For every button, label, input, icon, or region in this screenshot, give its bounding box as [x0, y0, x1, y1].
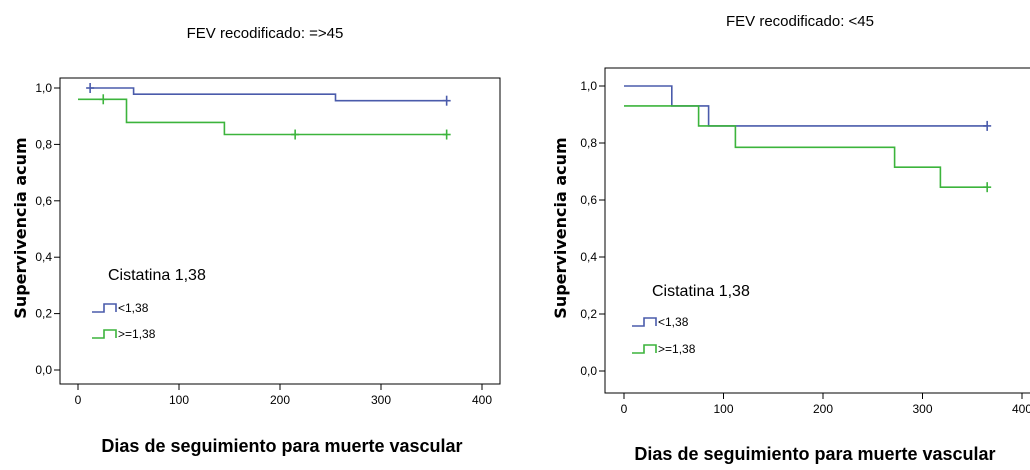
y-axis-label: Supervivencia acum	[551, 137, 570, 318]
y-tick-label: 0,0	[35, 363, 52, 377]
x-tick-label: 100	[169, 393, 189, 407]
x-tick-label: 300	[371, 393, 391, 407]
censor-mark	[442, 95, 451, 106]
censor-mark	[99, 94, 108, 105]
legend-swatch	[632, 344, 657, 354]
survival-line	[78, 98, 447, 136]
chart-panel-left: FEV recodificado: =>45 Supervivencia acu…	[11, 25, 501, 456]
axis-ticks: 0 100 200 300 400 0,0 0,2 0,4 0,6 0,8 1,0	[580, 79, 1030, 416]
legend-title: Cistatina 1,38	[108, 267, 206, 284]
x-tick-label: 400	[1012, 402, 1030, 416]
legend: <1,38 >=1,38	[92, 301, 156, 341]
axis-ticks: 0 100 200 300 400 0,0 0,2 0,4 0,6 0,8 1,0	[35, 81, 492, 407]
x-axis-label: Dias de seguimiento para muerte vascular	[634, 444, 995, 464]
plot-frame	[59, 77, 501, 385]
survival-line	[624, 105, 988, 188]
x-tick-label: 100	[713, 402, 733, 416]
y-tick-label: 0,2	[35, 307, 52, 321]
y-tick-label: 0,2	[580, 307, 597, 321]
series-group	[78, 83, 451, 140]
censor-mark	[442, 129, 451, 140]
y-tick-label: 0,6	[580, 193, 597, 207]
x-tick-label: 0	[75, 393, 82, 407]
legend-label: >=1,38	[658, 342, 696, 356]
legend-label: <1,38	[658, 315, 689, 329]
censor-mark	[86, 83, 95, 93]
chart-title: FEV recodificado: =>45	[187, 25, 344, 42]
y-axis-label: Supervivencia acum	[11, 137, 30, 318]
y-tick-label: 1,0	[35, 81, 52, 95]
legend-swatch	[92, 303, 117, 313]
x-axis-label: Dias de seguimiento para muerte vascular	[101, 436, 462, 456]
y-tick-label: 0,4	[35, 250, 52, 264]
y-tick-label: 0,8	[35, 137, 52, 151]
censor-mark	[983, 182, 992, 193]
y-tick-label: 1,0	[580, 79, 597, 93]
chart-title: FEV recodificado: <45	[726, 13, 874, 30]
legend: <1,38 >=1,38	[632, 315, 696, 356]
x-tick-label: 200	[813, 402, 833, 416]
legend-label: <1,38	[118, 301, 149, 315]
legend-title: Cistatina 1,38	[652, 283, 750, 300]
chart-panel-right: FEV recodificado: <45 Supervivencia acum…	[551, 13, 1030, 464]
legend-label: >=1,38	[118, 327, 156, 341]
survival-line	[90, 87, 447, 102]
y-tick-label: 0,6	[35, 194, 52, 208]
x-tick-label: 400	[472, 393, 492, 407]
x-tick-label: 200	[270, 393, 290, 407]
y-tick-label: 0,0	[580, 364, 597, 378]
x-tick-label: 300	[912, 402, 932, 416]
series-group	[624, 85, 992, 193]
censor-mark	[983, 120, 992, 131]
censor-mark	[291, 129, 300, 140]
x-tick-label: 0	[621, 402, 628, 416]
legend-swatch	[92, 329, 117, 339]
y-tick-label: 0,8	[580, 136, 597, 150]
legend-swatch	[632, 317, 657, 327]
plot-frame	[604, 67, 1030, 394]
y-tick-label: 0,4	[580, 250, 597, 264]
